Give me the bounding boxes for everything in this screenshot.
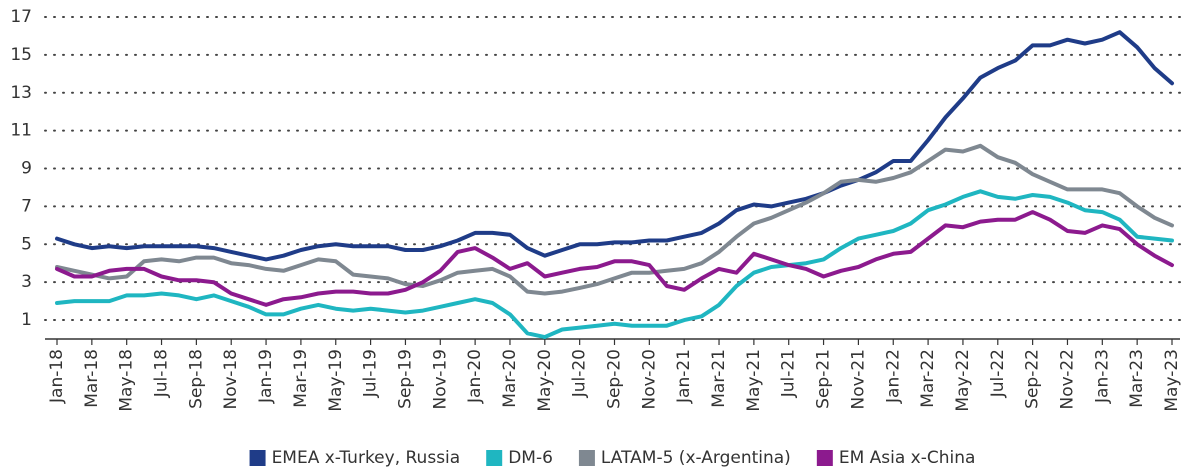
x-tick-label: Nov-19: [430, 349, 450, 410]
x-tick-label: Sep-21: [814, 349, 834, 409]
series-line: [55, 210, 1174, 307]
y-tick-label: 3: [21, 272, 32, 292]
x-tick-label: Sep-19: [395, 349, 415, 409]
x-tick-label: Mar-19: [291, 349, 311, 408]
y-tick-label: 7: [21, 196, 32, 216]
x-tick-label: Mar-23: [1127, 349, 1147, 408]
x-tick-label: Mar-21: [709, 349, 729, 408]
legend-label: EM Asia x-China: [839, 448, 976, 468]
x-tick-label: Jan-20: [465, 349, 485, 404]
y-tick-label: 5: [21, 234, 32, 254]
x-tick-label: Nov-22: [1057, 349, 1077, 410]
x-tick-label: Jan-22: [883, 349, 903, 404]
x-tick-label: Sep-22: [1023, 349, 1043, 409]
series-line: [55, 189, 1174, 340]
x-tick-label: Jul-22: [988, 349, 1008, 398]
x-tick-label: May-20: [535, 349, 555, 412]
x-tick-label: May-21: [744, 349, 764, 412]
x-tick-label: Jan-21: [674, 349, 694, 404]
y-tick-label: 9: [21, 159, 32, 179]
x-tick-label: Jul-21: [779, 349, 799, 398]
x-tick-label: Mar-22: [918, 349, 938, 408]
x-tick-label: Mar-18: [82, 349, 102, 408]
x-tick-label: May-22: [953, 349, 973, 412]
legend-swatch: [249, 450, 266, 466]
x-tick-label: Nov-21: [848, 349, 868, 410]
series-line: [55, 143, 1174, 296]
y-tick-label: 11: [10, 121, 32, 141]
legend: EMEA x-Turkey, Russia DM-6 LATAM-5 (x-Arge…: [249, 448, 976, 468]
x-tick-label: May-19: [326, 349, 346, 412]
y-tick-label: 17: [10, 7, 32, 27]
x-tick-label: Jul-19: [361, 349, 381, 398]
legend-swatch: [816, 450, 833, 466]
x-tick-label: Sep-20: [605, 349, 625, 409]
x-tick-label: Jan-19: [256, 349, 276, 404]
y-tick-label: 15: [10, 45, 32, 65]
legend-label: DM-6: [508, 448, 553, 468]
x-tick-label: Nov-20: [639, 349, 659, 410]
y-tick-label: 13: [10, 83, 32, 103]
x-tick-label: Jul-20: [570, 349, 590, 398]
y-tick-label: 1: [21, 310, 32, 330]
legend-label: LATAM-5 (x-Argentina): [601, 448, 791, 468]
x-tick-label: Sep-18: [186, 349, 206, 409]
x-tick-label: Jan-18: [47, 349, 67, 404]
legend-label: EMEA x-Turkey, Russia: [272, 448, 461, 468]
legend-swatch: [486, 450, 503, 466]
x-tick-label: Mar-20: [500, 349, 520, 408]
x-tick-label: May-18: [117, 349, 137, 412]
series-line: [55, 30, 1174, 262]
x-tick-label: Nov-18: [221, 349, 241, 410]
x-tick-label: May-23: [1162, 349, 1182, 412]
x-tick-label: Jul-18: [152, 349, 172, 398]
x-tick-label: Jan-23: [1092, 349, 1112, 404]
legend-swatch: [578, 450, 595, 466]
